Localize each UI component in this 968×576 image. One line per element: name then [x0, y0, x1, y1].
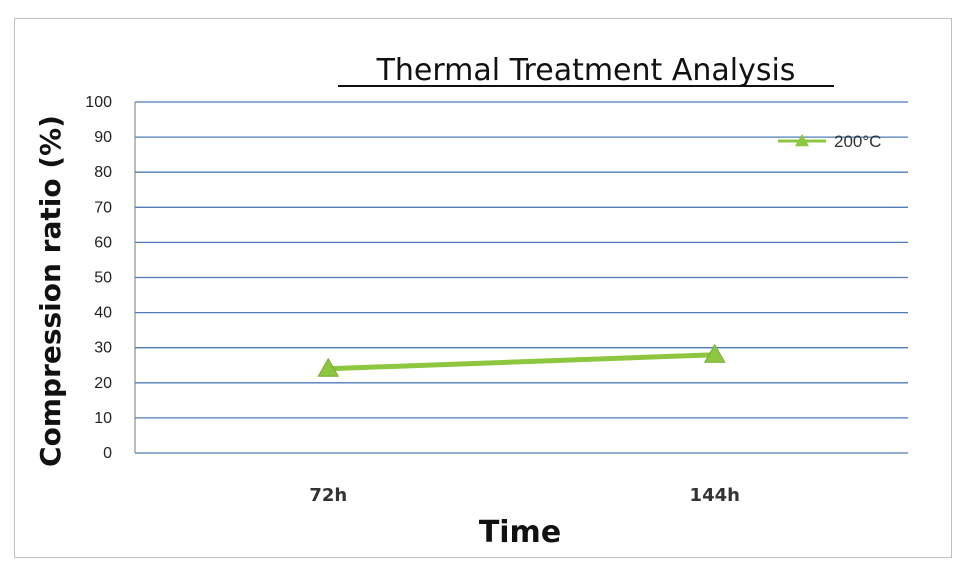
y-tick-label: 10: [94, 410, 112, 427]
chart-title: Thermal Treatment Analysis: [376, 53, 796, 88]
chart-frame: [14, 18, 952, 558]
x-axis-label: Time: [479, 515, 561, 550]
y-tick-label: 60: [94, 234, 112, 251]
legend-label: 200°C: [834, 132, 881, 151]
y-tick-label: 30: [94, 340, 112, 357]
series-group: [317, 343, 726, 377]
legend: 200°C: [778, 132, 881, 151]
y-tick-labels: 0 10 20 30 40 50 60 70 80 90 100: [85, 94, 112, 462]
y-tick-label: 0: [103, 445, 112, 462]
x-tick-labels: 72h 144h: [309, 485, 740, 506]
legend-marker: [795, 134, 809, 147]
y-tick-label: 50: [94, 270, 112, 287]
y-tick-label: 80: [94, 164, 112, 181]
y-axis-label: Compression ratio (%): [34, 115, 67, 467]
y-tick-label: 70: [94, 199, 112, 216]
y-tick-label: 20: [94, 375, 112, 392]
y-tick-label: 90: [94, 129, 112, 146]
data-point: [317, 357, 340, 377]
x-tick-label: 144h: [690, 485, 740, 506]
y-tick-label: 100: [85, 94, 112, 111]
gridlines: [134, 101, 908, 454]
x-tick-label: 72h: [309, 485, 347, 506]
series-line-0: [328, 352, 715, 372]
data-point: [703, 343, 726, 363]
y-tick-label: 40: [94, 305, 112, 322]
